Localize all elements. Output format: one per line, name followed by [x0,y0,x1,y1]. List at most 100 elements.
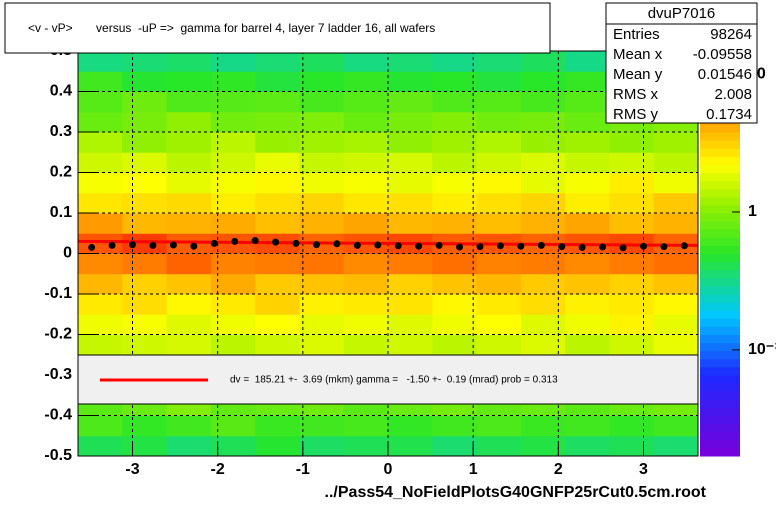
heatmap-cell [299,334,345,356]
heatmap-cell [565,213,610,234]
heatmap-cell [476,132,522,153]
heatmap-cell [520,152,566,173]
heatmap-cell [565,152,610,173]
title-box [4,2,551,54]
heatmap-cell [78,111,123,133]
heatmap-cell [78,192,123,214]
heatmap-cell [432,314,478,335]
heatmap-cell [122,152,168,173]
heatmap-cell [432,111,478,133]
heatmap-cell [476,71,522,92]
heatmap-cell [653,314,699,335]
palette-step [700,391,740,400]
heatmap-cell [299,415,345,437]
heatmap-cell [210,253,256,275]
palette-step [700,196,740,206]
palette-step [700,140,740,149]
heatmap-cell [122,314,168,335]
heatmap-cell [299,192,345,214]
heatmap-cell [343,273,389,295]
heatmap-cell [78,71,123,92]
heatmap-cell [565,132,610,153]
heatmap-cell [388,294,433,315]
chart-title: <v - vP> versus -uP => gamma for barrel … [28,21,435,35]
heatmap-cell [653,192,699,214]
heatmap-cell [520,294,566,315]
heatmap-cell [565,172,610,194]
profile-point [231,237,239,245]
heatmap-cell [343,132,389,153]
heatmap-cell [122,415,168,437]
heatmap-cell [653,132,699,153]
heatmap-cell [520,213,566,234]
palette-step [700,277,740,287]
heatmap-cell [122,51,168,72]
fit-line [77,239,699,247]
y-tick-label: -0.2 [44,326,72,343]
heatmap-cell [520,132,566,153]
heatmap-cell [432,415,478,437]
heatmap-cell [388,51,433,72]
heatmap-cell [609,334,655,356]
palette-step [700,415,740,425]
heatmap-cell [343,91,389,113]
heatmap-cell [476,334,522,356]
palette-step [700,334,740,344]
heatmap-cell [299,132,345,153]
heatmap-cell [166,273,212,295]
heatmap-cell [299,152,345,173]
heatmap-cell [432,273,478,295]
heatmap-cell [653,334,699,356]
heatmap-cell [78,415,123,437]
heatmap-cell [565,294,610,315]
heatmap-cell [388,273,433,295]
x-tick-label: 1 [469,461,478,478]
palette-step [700,261,740,271]
legend-text: dv = 185.21 +- 3.69 (mkm) gamma = -1.50 … [230,375,558,386]
palette-step [700,204,740,214]
x-tick-label: 0 [384,461,393,478]
heatmap-cell [388,172,433,194]
heatmap-cell [299,253,345,275]
heatmap-cell [476,435,522,457]
x-tick-label: -3 [125,461,139,478]
profile-point [456,243,464,251]
heatmap-cell [609,253,655,275]
heatmap-cell [166,51,212,72]
y-tick-label: 0.3 [50,123,72,140]
palette-step [700,439,740,449]
heatmap-cell [78,233,123,254]
y-tick-label: 0 [63,245,72,262]
heatmap-cell [520,192,566,214]
heatmap-cell [432,132,478,153]
heatmap-cell [432,253,478,275]
heatmap-cell [78,253,123,275]
heatmap-cell [166,192,212,214]
heatmap-cell [343,334,389,356]
heatmap-cell [210,273,256,295]
x-tick-label: -2 [211,461,225,478]
heatmap-cell [388,253,433,275]
palette-step [700,383,740,392]
profile-point [353,241,361,249]
heatmap-cell [166,253,212,275]
profile-point [272,238,280,246]
heatmap-cell [166,71,212,92]
palette-step [700,123,740,133]
heatmap-cell [255,152,300,173]
heatmap-cell [122,253,168,275]
y-tick-label: -0.4 [44,407,72,424]
heatmap-cell [476,253,522,275]
heatmap-cell [78,132,123,153]
heatmap-cell [78,273,123,295]
heatmap-cell [476,192,522,214]
y-tick-label: -0.5 [44,447,72,464]
stats-value: 2.008 [714,86,752,103]
profile-point [435,241,443,249]
heatmap-cell [122,435,168,457]
heatmap-cell [609,172,655,194]
heatmap-cell [210,71,256,92]
heatmap-cell [520,314,566,335]
heatmap-cell [520,111,566,133]
heatmap-cell [299,273,345,295]
